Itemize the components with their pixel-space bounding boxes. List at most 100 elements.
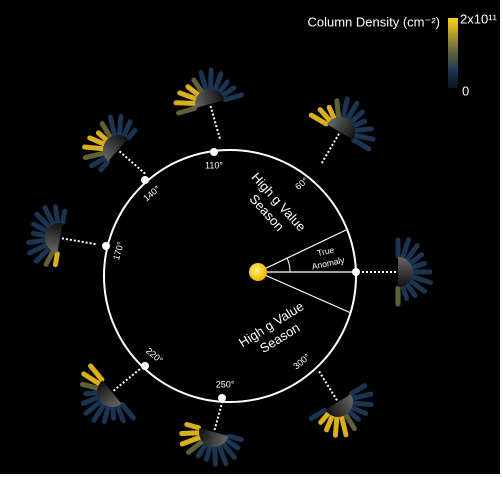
jet bbox=[99, 121, 113, 139]
anomaly-line bbox=[257, 271, 352, 314]
jet bbox=[404, 282, 418, 299]
jet bbox=[91, 402, 106, 423]
sun bbox=[249, 263, 267, 281]
comet-glyph bbox=[308, 370, 374, 438]
jet bbox=[340, 96, 350, 119]
orbit-point bbox=[218, 394, 226, 402]
jet bbox=[60, 208, 68, 225]
jet bbox=[27, 242, 49, 256]
jet bbox=[173, 100, 197, 106]
jet bbox=[217, 444, 229, 467]
anomaly-text: True bbox=[316, 245, 335, 258]
jet bbox=[52, 204, 61, 225]
jet bbox=[400, 237, 411, 260]
axis-line bbox=[118, 150, 146, 175]
jet bbox=[81, 371, 102, 386]
jet bbox=[52, 251, 60, 268]
jet bbox=[191, 77, 204, 94]
jet bbox=[400, 284, 410, 301]
jet bbox=[31, 221, 49, 234]
jet bbox=[410, 274, 433, 285]
nucleus bbox=[325, 394, 353, 417]
orbit-point bbox=[102, 242, 110, 250]
comet-glyph bbox=[82, 114, 146, 175]
jet bbox=[352, 118, 368, 129]
jet bbox=[126, 127, 138, 141]
axis-line bbox=[320, 133, 340, 164]
jet bbox=[410, 260, 427, 270]
jet bbox=[110, 405, 117, 421]
nucleus bbox=[45, 223, 63, 253]
jet bbox=[83, 399, 103, 416]
jet bbox=[107, 114, 117, 137]
jet bbox=[224, 438, 241, 451]
jet bbox=[408, 278, 428, 294]
jet bbox=[179, 430, 201, 436]
jet bbox=[334, 98, 341, 119]
jet bbox=[82, 144, 105, 152]
jet bbox=[179, 435, 202, 447]
jet bbox=[185, 84, 200, 97]
jet bbox=[198, 70, 209, 92]
jet bbox=[353, 132, 376, 142]
anomaly-arc bbox=[286, 257, 291, 273]
jet bbox=[349, 383, 368, 397]
nucleus bbox=[103, 135, 128, 162]
orbit-point bbox=[352, 268, 360, 276]
nucleus bbox=[199, 428, 229, 447]
angle-label: 110° bbox=[205, 160, 223, 170]
jet bbox=[408, 252, 425, 266]
jet bbox=[121, 119, 133, 138]
jet bbox=[80, 395, 100, 406]
comet-glyph bbox=[173, 67, 244, 139]
angle-label: 170° bbox=[111, 240, 126, 261]
jet bbox=[318, 411, 331, 425]
jet bbox=[317, 107, 332, 123]
jet bbox=[42, 205, 56, 227]
jet bbox=[83, 390, 99, 397]
orbit-point bbox=[141, 362, 149, 370]
axis-line bbox=[112, 368, 141, 392]
jet bbox=[222, 92, 244, 103]
jet bbox=[79, 381, 100, 391]
jet bbox=[88, 363, 105, 383]
jet bbox=[115, 404, 126, 424]
nucleus bbox=[195, 89, 225, 109]
jet bbox=[26, 237, 47, 246]
jet bbox=[326, 104, 337, 120]
jet bbox=[221, 442, 237, 460]
jet bbox=[349, 109, 365, 124]
jet bbox=[34, 211, 52, 230]
jet bbox=[195, 442, 208, 459]
jet bbox=[95, 130, 109, 142]
jet bbox=[350, 405, 369, 416]
jet bbox=[226, 433, 244, 442]
jet bbox=[101, 404, 111, 425]
jet bbox=[98, 159, 110, 173]
axis-line bbox=[209, 105, 221, 139]
jet bbox=[404, 242, 420, 262]
jet bbox=[339, 415, 349, 438]
jet bbox=[220, 85, 237, 98]
orbit-point bbox=[141, 176, 149, 184]
colorbar-max: 2x10¹¹ bbox=[460, 11, 498, 26]
comet-glyph bbox=[26, 204, 96, 268]
jet bbox=[119, 401, 136, 421]
axis-line bbox=[61, 237, 96, 246]
nucleus bbox=[97, 380, 122, 407]
jet bbox=[43, 249, 56, 267]
jet bbox=[353, 126, 374, 133]
jet bbox=[217, 79, 230, 94]
jet bbox=[184, 422, 202, 431]
jet bbox=[308, 407, 327, 421]
jet bbox=[82, 151, 105, 161]
comet-glyph bbox=[362, 237, 433, 307]
jet bbox=[204, 444, 213, 462]
orbit-points bbox=[102, 148, 360, 402]
jet bbox=[176, 105, 198, 116]
jet bbox=[89, 155, 107, 169]
colorbar-min: 0 bbox=[462, 83, 469, 98]
jet bbox=[332, 415, 340, 438]
